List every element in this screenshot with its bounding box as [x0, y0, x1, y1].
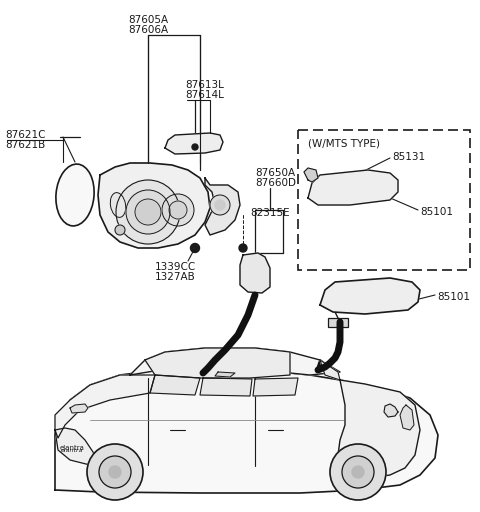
Polygon shape: [215, 372, 235, 377]
Bar: [298, 130, 470, 270]
Text: 85101: 85101: [420, 207, 453, 217]
Polygon shape: [55, 428, 95, 465]
Text: (W/MTS TYPE): (W/MTS TYPE): [308, 138, 380, 148]
Circle shape: [87, 444, 143, 500]
Circle shape: [352, 466, 364, 478]
Ellipse shape: [110, 193, 126, 218]
Circle shape: [109, 466, 121, 478]
Circle shape: [169, 201, 187, 219]
Polygon shape: [253, 378, 298, 396]
Polygon shape: [320, 278, 420, 314]
Circle shape: [215, 200, 225, 210]
Text: 87621B: 87621B: [5, 140, 45, 150]
Circle shape: [116, 180, 180, 244]
Circle shape: [162, 194, 194, 226]
Polygon shape: [304, 168, 318, 182]
Polygon shape: [240, 253, 270, 293]
Text: 1339CC: 1339CC: [155, 262, 196, 272]
Polygon shape: [98, 163, 210, 248]
Circle shape: [126, 190, 170, 234]
Text: 87621C: 87621C: [5, 130, 46, 140]
Polygon shape: [205, 178, 240, 235]
Text: 87606A: 87606A: [128, 25, 168, 35]
Text: 85131: 85131: [392, 152, 425, 162]
Text: 87605A: 87605A: [128, 15, 168, 25]
Polygon shape: [384, 404, 398, 417]
Polygon shape: [55, 368, 438, 493]
Polygon shape: [308, 170, 398, 205]
Circle shape: [330, 444, 386, 500]
Polygon shape: [130, 348, 340, 375]
Text: 87650A: 87650A: [255, 168, 295, 178]
Circle shape: [192, 144, 198, 150]
Polygon shape: [145, 348, 290, 378]
Circle shape: [239, 244, 247, 252]
Text: 1327AB: 1327AB: [155, 272, 196, 282]
Polygon shape: [70, 404, 88, 413]
Polygon shape: [165, 133, 223, 154]
Circle shape: [191, 244, 200, 252]
Polygon shape: [400, 405, 414, 430]
Circle shape: [210, 195, 230, 215]
Ellipse shape: [56, 164, 94, 226]
Circle shape: [115, 225, 125, 235]
Polygon shape: [320, 360, 340, 380]
Text: 85101: 85101: [437, 292, 470, 302]
Polygon shape: [200, 378, 252, 396]
Text: 87614L: 87614L: [185, 90, 224, 100]
Circle shape: [99, 456, 131, 488]
Text: elantra: elantra: [60, 445, 84, 451]
Polygon shape: [55, 375, 155, 438]
Bar: [328, 318, 348, 327]
Text: 87660D: 87660D: [255, 178, 296, 188]
Text: elantra: elantra: [61, 447, 83, 453]
Text: 82315E: 82315E: [250, 208, 289, 218]
Polygon shape: [150, 375, 200, 395]
Circle shape: [135, 199, 161, 225]
Text: 87613L: 87613L: [185, 80, 224, 90]
Polygon shape: [338, 380, 420, 478]
Circle shape: [342, 456, 374, 488]
